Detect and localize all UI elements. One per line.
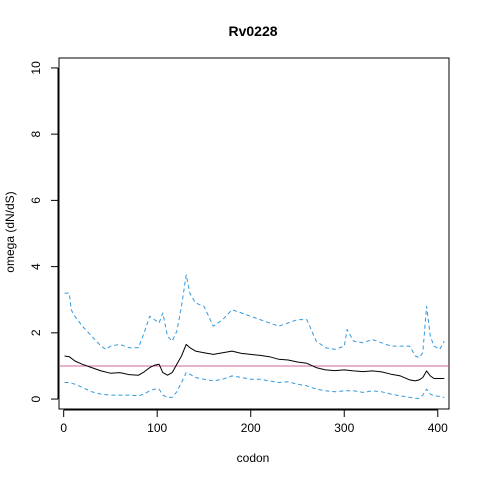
y-axis-label: omega (dN/dS)	[3, 191, 17, 272]
y-tick-label: 8	[29, 131, 43, 138]
series-line-lower	[64, 372, 445, 399]
x-tick-label: 200	[241, 421, 261, 435]
x-tick-label: 400	[428, 421, 448, 435]
y-tick-label: 4	[29, 263, 43, 270]
y-tick-label: 10	[29, 61, 43, 75]
x-axis-label: codon	[237, 451, 270, 465]
x-tick-label: 0	[60, 421, 67, 435]
chart-title: Rv0228	[228, 23, 277, 39]
plot-frame	[58, 57, 450, 410]
x-tick-label: 100	[147, 421, 167, 435]
y-tick-label: 2	[29, 329, 43, 336]
x-tick-label: 300	[334, 421, 354, 435]
y-tick-label: 6	[29, 197, 43, 204]
plot-area: 0 100 200 300 400 0 2 4 6 8 10	[29, 57, 450, 435]
series-line-estimate	[64, 343, 445, 382]
y-tick-label: 0	[29, 395, 43, 402]
series-line-upper	[64, 274, 445, 359]
